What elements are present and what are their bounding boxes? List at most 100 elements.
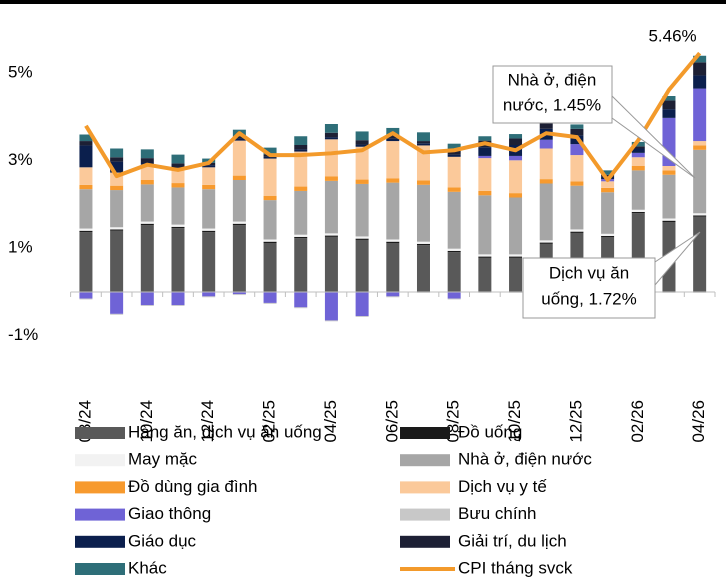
bar-segment bbox=[355, 183, 369, 237]
bar-segment bbox=[570, 155, 584, 182]
bar-segment bbox=[447, 250, 461, 253]
bar-segment bbox=[232, 140, 246, 176]
bar-segment bbox=[294, 145, 308, 150]
bar-segment bbox=[601, 181, 615, 188]
bar-segment bbox=[539, 183, 553, 241]
bar-segment bbox=[232, 138, 246, 141]
annotation-text: nước, 1.45% bbox=[503, 95, 601, 114]
bar-segment bbox=[416, 132, 430, 142]
bar-segment bbox=[570, 231, 584, 233]
bar-segment bbox=[110, 148, 124, 158]
legend-swatch bbox=[400, 535, 450, 548]
bar-segment bbox=[263, 302, 277, 304]
bar-segment bbox=[324, 124, 338, 133]
annotation-text: Nhà ở, điện bbox=[508, 70, 597, 89]
bar-segment bbox=[570, 124, 584, 129]
bar-segment bbox=[478, 195, 492, 255]
legend-label: Đồ dùng gia đình bbox=[128, 477, 258, 496]
bar-segment bbox=[693, 75, 707, 89]
bar-segment bbox=[570, 181, 584, 186]
bar-segment bbox=[324, 233, 338, 236]
bar-segment bbox=[509, 257, 523, 292]
bar-segment bbox=[662, 170, 676, 175]
bar-segment bbox=[601, 174, 615, 177]
bar-segment bbox=[171, 163, 185, 168]
legend-swatch bbox=[75, 508, 125, 521]
bar-segment bbox=[232, 175, 246, 180]
bar-segment bbox=[140, 158, 154, 163]
bar-segment bbox=[324, 235, 338, 237]
bar-segment bbox=[416, 184, 430, 242]
bar-segment bbox=[79, 292, 93, 299]
bar-segment bbox=[662, 166, 676, 171]
bar-segment bbox=[355, 316, 369, 317]
bar-segment bbox=[110, 229, 124, 231]
bar-segment bbox=[416, 143, 430, 146]
legend-swatch bbox=[400, 508, 450, 521]
bar-segment bbox=[631, 211, 645, 214]
bar-segment bbox=[202, 189, 216, 229]
legend-label: Hàng ăn, dịch vụ ăn uống bbox=[128, 422, 322, 441]
bar-segment bbox=[79, 232, 93, 292]
bar-segment bbox=[232, 136, 246, 139]
bar-segment bbox=[539, 240, 553, 243]
bar-segment bbox=[693, 215, 707, 217]
bar-segment bbox=[478, 147, 492, 156]
bar-segment bbox=[478, 190, 492, 196]
bar-segment bbox=[140, 305, 154, 306]
bar-segment bbox=[79, 230, 93, 233]
bar-segment bbox=[171, 228, 185, 292]
bar-segment bbox=[355, 131, 369, 141]
callout-box bbox=[492, 65, 613, 124]
bar-segment bbox=[355, 140, 369, 145]
bar-segment bbox=[509, 134, 523, 139]
legend-swatch bbox=[75, 427, 125, 439]
bar-segment bbox=[202, 165, 216, 168]
bar-segment bbox=[478, 257, 492, 292]
bar-segment bbox=[232, 223, 246, 226]
bar-segment bbox=[232, 292, 246, 295]
bar-segment bbox=[386, 296, 400, 298]
bar-segment bbox=[601, 187, 615, 193]
bar-segment bbox=[324, 180, 338, 234]
bar-segment bbox=[294, 234, 308, 237]
bar-segment bbox=[509, 138, 523, 145]
bar-segment bbox=[263, 147, 277, 155]
bar-segment bbox=[263, 158, 277, 196]
bar-segment bbox=[386, 178, 400, 183]
bar-segment bbox=[539, 148, 553, 180]
bar-segment bbox=[171, 154, 185, 164]
bar-segment bbox=[416, 243, 430, 246]
bar-segment bbox=[140, 149, 154, 159]
bar-segment bbox=[110, 161, 124, 173]
bar-segment bbox=[416, 241, 430, 244]
bar-segment bbox=[232, 221, 246, 224]
bar-segment bbox=[693, 145, 707, 150]
bar-segment bbox=[294, 149, 308, 152]
bar-segment bbox=[263, 292, 277, 303]
legend-label: Bưu chính bbox=[458, 504, 536, 523]
bar-segment bbox=[570, 128, 584, 136]
bar-segment bbox=[693, 141, 707, 146]
bar-segment bbox=[447, 143, 461, 151]
bar-segment bbox=[509, 254, 523, 257]
bar-segment bbox=[263, 239, 277, 242]
bar-segment bbox=[570, 144, 584, 156]
bar-segment bbox=[232, 225, 246, 292]
bar-segment bbox=[386, 141, 400, 179]
bar-segment bbox=[355, 236, 369, 239]
bar-segment bbox=[386, 182, 400, 240]
bar-segment bbox=[416, 180, 430, 185]
bar-segment bbox=[232, 294, 246, 296]
bar-segment bbox=[110, 185, 124, 191]
bar-segment bbox=[294, 236, 308, 239]
bar-segment bbox=[171, 292, 185, 306]
legend-swatch bbox=[75, 454, 125, 467]
bar-segment bbox=[263, 241, 277, 243]
bar-segment bbox=[509, 155, 523, 161]
x-tick-label: 02/25 bbox=[260, 400, 279, 443]
bar-segment bbox=[478, 155, 492, 159]
top-border bbox=[0, 0, 726, 4]
bar-segment bbox=[386, 292, 400, 297]
